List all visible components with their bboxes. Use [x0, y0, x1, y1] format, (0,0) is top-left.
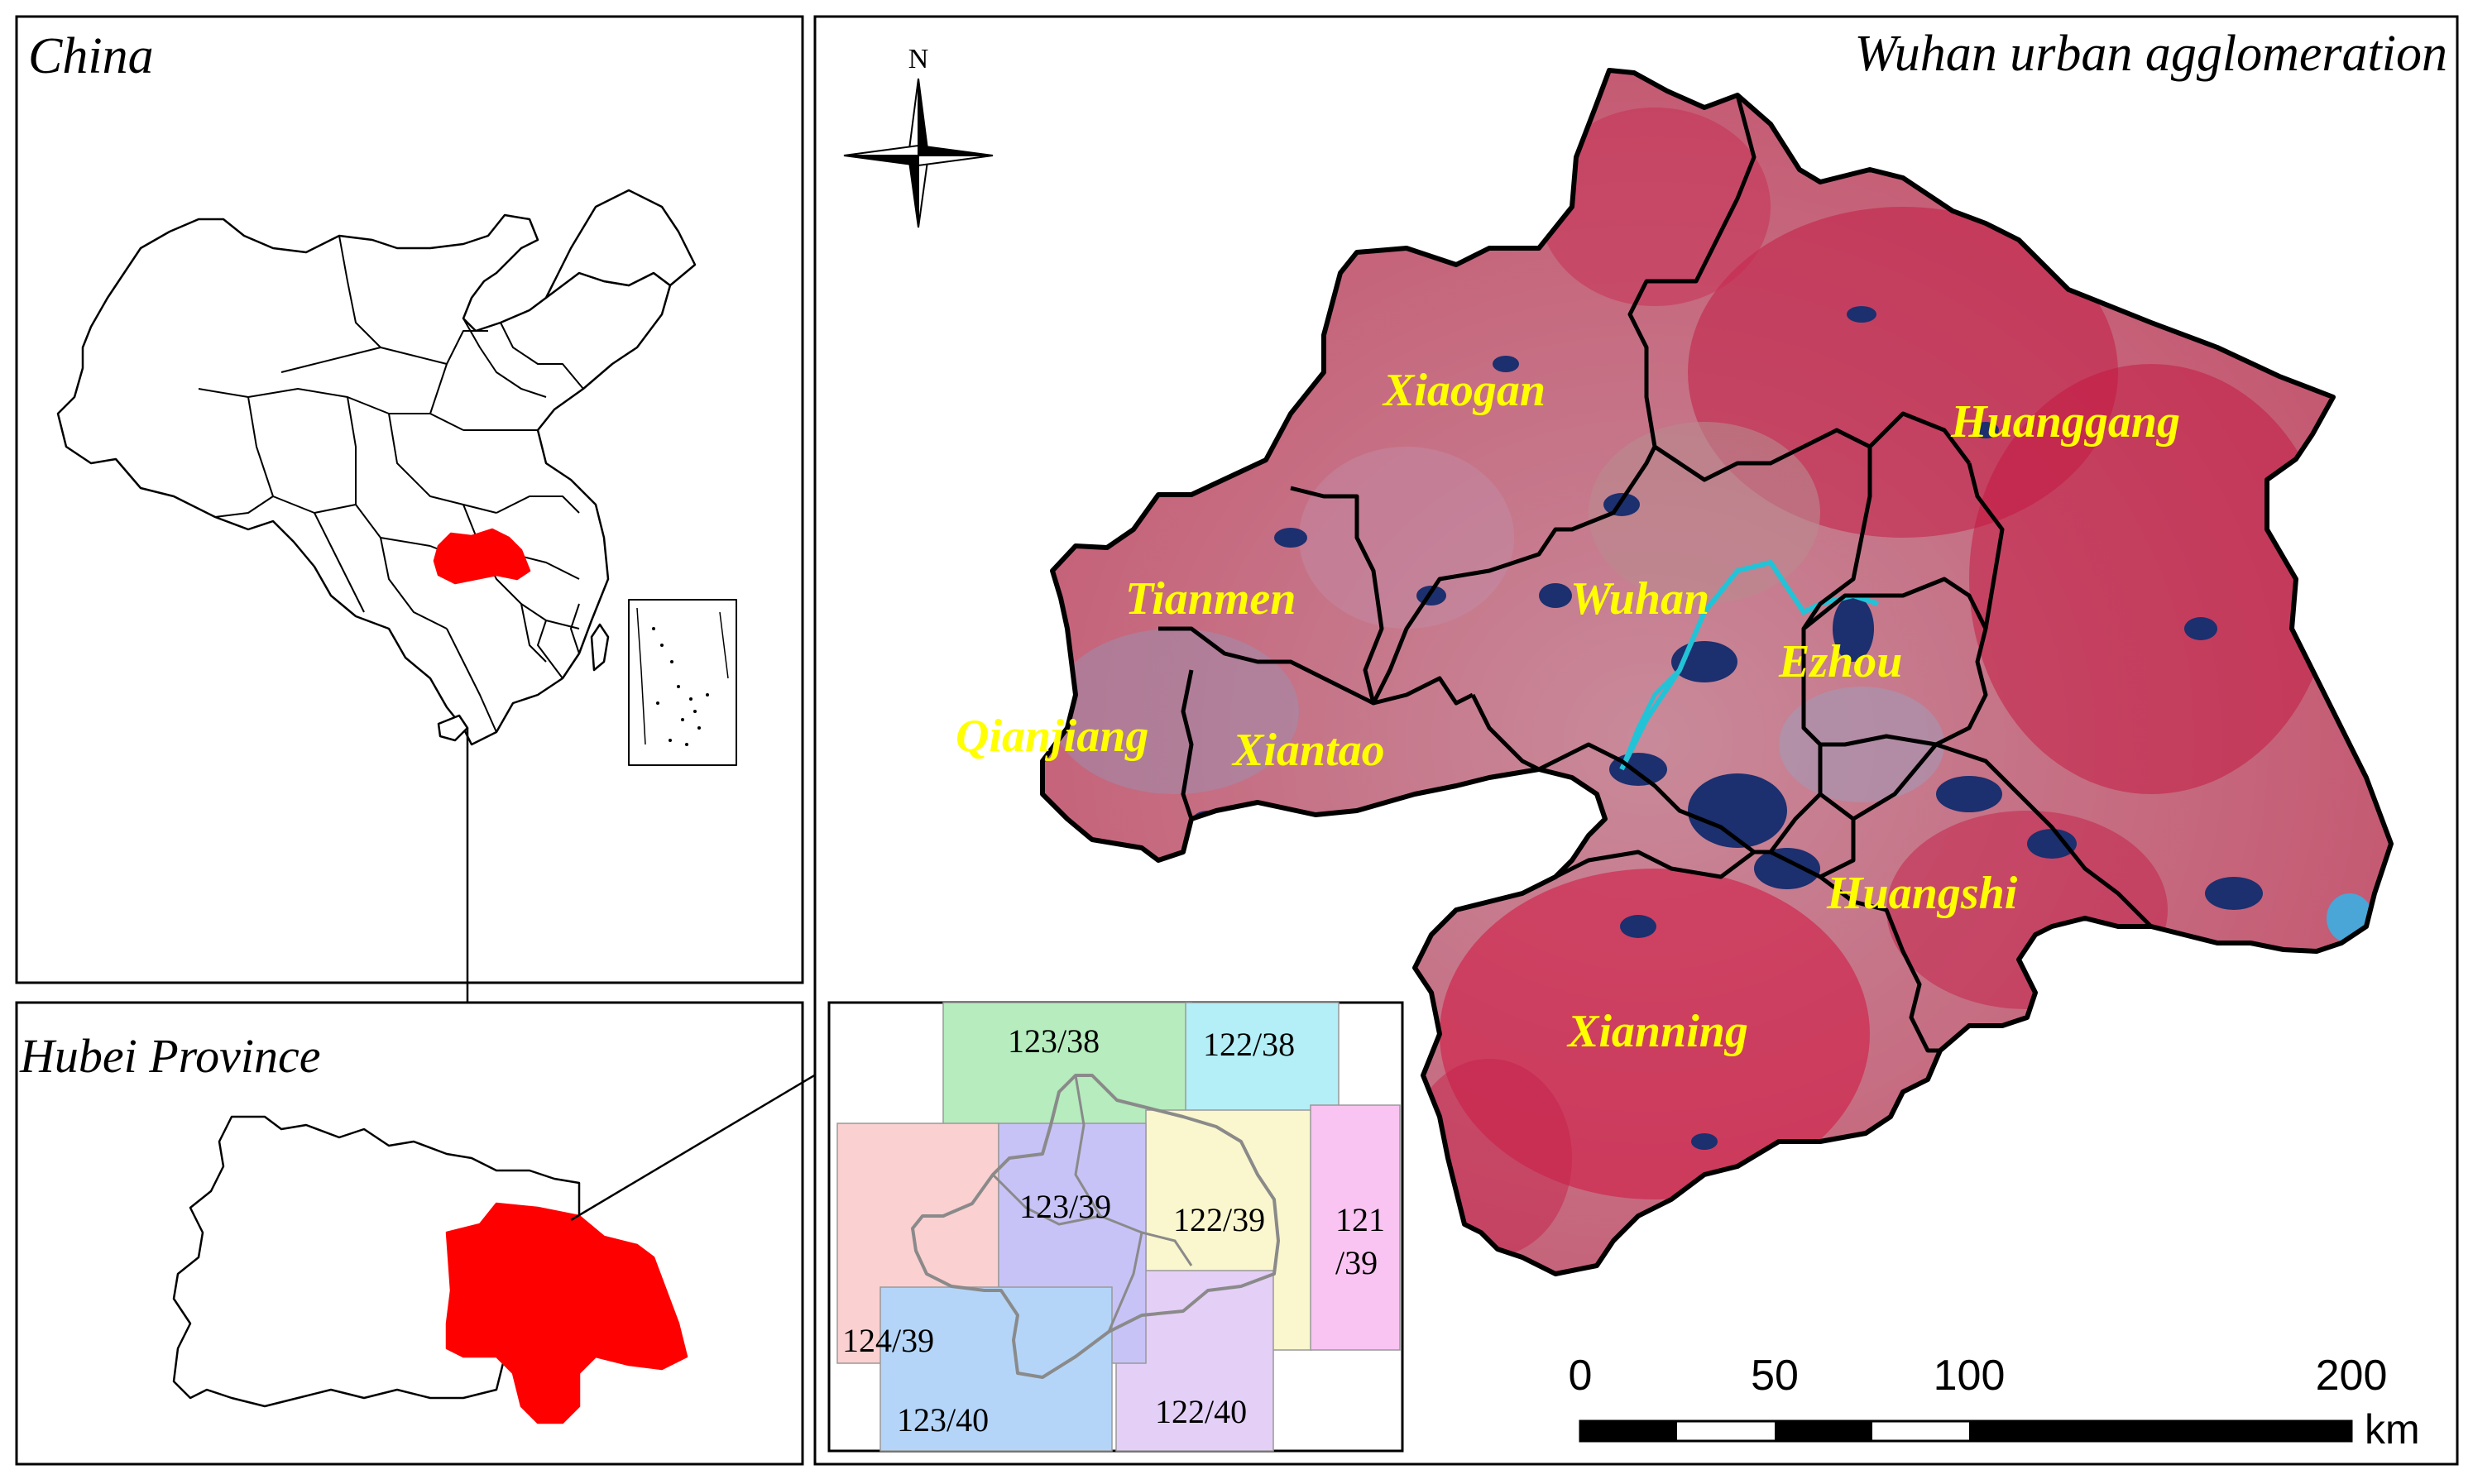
city-label-xianning: Xianning — [1566, 1006, 1748, 1057]
tile-123-40 — [879, 1286, 1113, 1452]
city-label-qianjiang: Qianjiang — [956, 711, 1148, 762]
city-label-ezhou: Ezhou — [1778, 636, 1902, 687]
boundary-xiaogan-tianmen — [1290, 486, 1384, 704]
china-panel: China — [15, 15, 804, 1145]
boundary-qianjiang-xiantao — [1181, 669, 1194, 820]
boundary-ezhou — [1802, 577, 1988, 747]
city-label-huangshi: Huangshi — [1826, 868, 2018, 919]
boundary-tianmen-xiantao — [1158, 626, 1474, 706]
scene-labels: 123/38 122/38 124/39 123/39 122/39 121 /… — [842, 1022, 1385, 1439]
scene-label-123-39: 123/39 — [1019, 1188, 1111, 1225]
hubei-panel: Hubei Province — [15, 847, 1198, 1466]
boundary-xiaogan-huanggang — [1627, 94, 1971, 482]
water-bodies — [1193, 306, 2373, 1150]
hubei-in-china — [433, 528, 531, 585]
hubei-map — [172, 1115, 688, 1424]
inset-islands — [652, 627, 709, 746]
scene-grid-internal — [991, 1075, 1193, 1333]
city-label-wuhan: Wuhan — [1570, 573, 1709, 625]
river-south — [1619, 668, 1681, 770]
inset-lines — [636, 607, 729, 745]
boundary-huangshi — [1769, 742, 2153, 928]
province-borders — [198, 235, 584, 733]
china-panel-title: China — [28, 28, 154, 84]
wuhan-panel: Wuhan urban agglomeration N — [813, 15, 2459, 1466]
scene-label-122-40: 122/40 — [1155, 1393, 1247, 1430]
scene-label-123-40: 123/40 — [897, 1401, 989, 1439]
scale-tick-100: 100 — [1934, 1352, 2006, 1400]
north-arrow: N — [843, 44, 994, 228]
city-label-xiantao: Xiantao — [1231, 725, 1385, 776]
scale-tick-50: 50 — [1751, 1352, 1799, 1400]
boundary-xiaogan-wuhan — [1371, 445, 1657, 705]
region-outline — [1040, 68, 2394, 1276]
scene-label-121-39-top: 121 — [1335, 1201, 1385, 1238]
compass-icon — [843, 78, 994, 228]
scene-label-124-39: 124/39 — [842, 1322, 934, 1359]
china-northeast — [544, 189, 697, 299]
wuhan-agglomeration-highlight — [445, 1202, 688, 1424]
yangtze-river — [1619, 559, 1879, 771]
wuhan-panel-title: Wuhan urban agglomeration — [1855, 26, 2447, 82]
boundary-wuhan-xiantao — [1470, 693, 1541, 772]
scale-tick-labels: 0 50 100 200 — [1569, 1352, 2388, 1400]
taiwan — [590, 623, 610, 672]
scale-tick-0: 0 — [1569, 1352, 1593, 1400]
boundary-xianning — [1554, 850, 1940, 1053]
city-labels: Xiaogan Huanggang Tianmen Wuhan Ezhou Qi… — [956, 365, 2180, 1057]
scene-label-122-38: 122/38 — [1203, 1026, 1295, 1063]
south-china-sea-inset — [628, 599, 737, 766]
city-label-tianmen: Tianmen — [1125, 573, 1296, 625]
city-boundaries — [1158, 94, 2153, 1053]
scale-bar-segments — [1580, 1421, 2351, 1441]
city-label-huanggang: Huanggang — [1950, 396, 2180, 448]
scale-bar: 0 50 100 200 km — [1569, 1352, 2420, 1453]
scale-unit: km — [2365, 1406, 2420, 1453]
hubei-panel-title: Hubei Province — [19, 1029, 320, 1083]
china-outline — [56, 213, 672, 746]
hainan — [437, 714, 469, 742]
boundary-huanggang-huangshi — [1967, 462, 2005, 630]
scene-label-121-39-bottom: /39 — [1335, 1244, 1378, 1281]
china-map — [56, 189, 737, 766]
scene-label-123-38: 123/38 — [1008, 1022, 1100, 1060]
tile-121-39 — [1310, 1104, 1401, 1351]
north-arrow-label: N — [908, 44, 929, 74]
scale-tick-200: 200 — [2316, 1352, 2388, 1400]
scene-grid-region-outline — [911, 1074, 1280, 1379]
scene-grid-inset: 123/38 122/38 124/39 123/39 122/39 121 /… — [827, 1001, 1404, 1453]
city-label-xiaogan: Xiaogan — [1382, 365, 1546, 416]
scene-label-122-39: 122/39 — [1173, 1201, 1265, 1238]
imagery-texture — [1051, 108, 2333, 1257]
